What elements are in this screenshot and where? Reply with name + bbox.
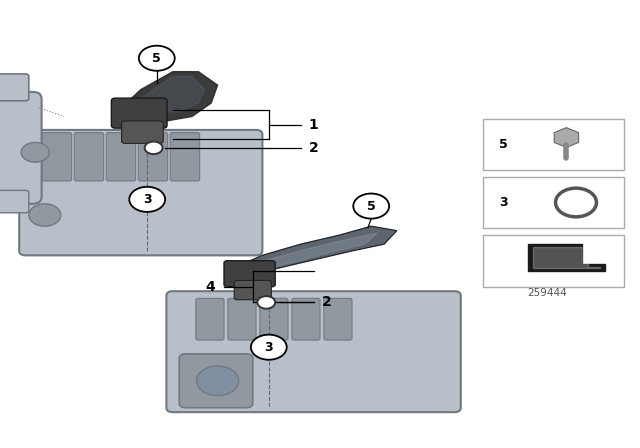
FancyBboxPatch shape — [0, 92, 42, 204]
Polygon shape — [250, 233, 378, 270]
Polygon shape — [533, 247, 600, 268]
Text: 4: 4 — [205, 280, 215, 294]
Text: 2: 2 — [321, 295, 332, 310]
FancyBboxPatch shape — [138, 133, 168, 181]
Text: 5: 5 — [499, 138, 508, 151]
Text: 2: 2 — [308, 141, 319, 155]
FancyBboxPatch shape — [74, 133, 104, 181]
FancyBboxPatch shape — [483, 119, 624, 170]
Polygon shape — [237, 226, 397, 273]
Polygon shape — [122, 72, 218, 121]
Text: 259444: 259444 — [527, 289, 567, 298]
Text: 3: 3 — [499, 196, 508, 209]
FancyBboxPatch shape — [196, 298, 224, 340]
Polygon shape — [528, 244, 605, 271]
FancyBboxPatch shape — [0, 190, 29, 213]
FancyBboxPatch shape — [292, 298, 320, 340]
FancyBboxPatch shape — [111, 98, 167, 128]
FancyBboxPatch shape — [19, 130, 262, 255]
FancyBboxPatch shape — [483, 235, 624, 287]
Text: 1: 1 — [308, 117, 319, 132]
FancyBboxPatch shape — [170, 133, 200, 181]
FancyBboxPatch shape — [228, 298, 256, 340]
FancyBboxPatch shape — [179, 354, 253, 408]
Text: 3: 3 — [264, 340, 273, 354]
FancyBboxPatch shape — [224, 261, 275, 287]
Circle shape — [129, 187, 165, 212]
FancyBboxPatch shape — [42, 133, 72, 181]
FancyBboxPatch shape — [106, 133, 136, 181]
Circle shape — [145, 142, 163, 154]
Circle shape — [29, 204, 61, 226]
FancyBboxPatch shape — [166, 291, 461, 412]
FancyBboxPatch shape — [483, 177, 624, 228]
Circle shape — [21, 142, 49, 162]
Circle shape — [196, 366, 239, 396]
Text: 5: 5 — [152, 52, 161, 65]
Circle shape — [251, 335, 287, 360]
Circle shape — [257, 296, 275, 309]
FancyBboxPatch shape — [122, 121, 163, 143]
FancyBboxPatch shape — [0, 74, 29, 101]
Polygon shape — [134, 76, 205, 112]
Circle shape — [353, 194, 389, 219]
Text: 3: 3 — [143, 193, 152, 206]
FancyBboxPatch shape — [324, 298, 352, 340]
Circle shape — [139, 46, 175, 71]
FancyBboxPatch shape — [260, 298, 288, 340]
FancyBboxPatch shape — [234, 280, 271, 300]
Text: 5: 5 — [367, 199, 376, 213]
